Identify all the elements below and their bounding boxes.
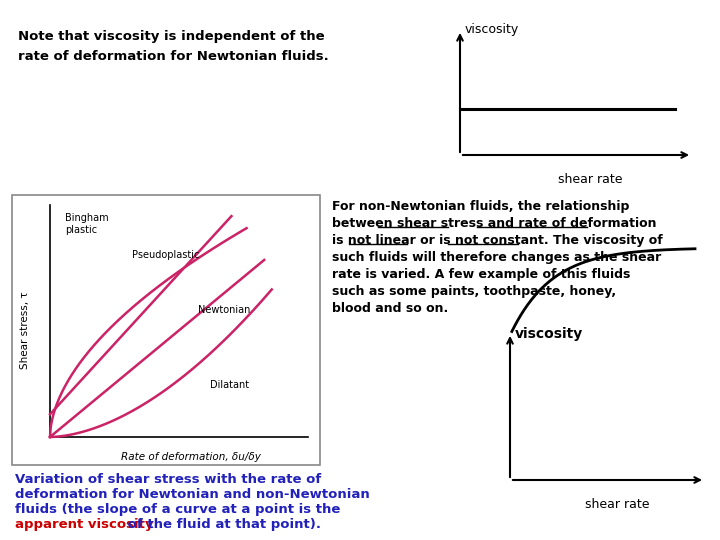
Text: Shear stress, τ: Shear stress, τ [20, 291, 30, 369]
Text: Note that viscosity is independent of the: Note that viscosity is independent of th… [18, 30, 325, 43]
Text: plastic: plastic [65, 225, 97, 235]
Text: Rate of deformation, δu/δy: Rate of deformation, δu/δy [121, 452, 261, 462]
Text: viscosity: viscosity [515, 327, 583, 341]
Text: rate is varied. A few example of this fluids: rate is varied. A few example of this fl… [332, 268, 631, 281]
Text: between shear stress and rate of deformation: between shear stress and rate of deforma… [332, 217, 657, 230]
Text: deformation for Newtonian and non-Newtonian: deformation for Newtonian and non-Newton… [15, 488, 370, 501]
Bar [12, 195, 320, 465]
Text: shear rate: shear rate [558, 173, 622, 186]
Text: Bingham: Bingham [65, 213, 109, 223]
Text: rate of deformation for Newtonian fluids.: rate of deformation for Newtonian fluids… [18, 50, 329, 63]
Text: shear rate: shear rate [585, 498, 649, 511]
Text: such fluids will therefore changes as the shear: such fluids will therefore changes as th… [332, 251, 661, 264]
Text: Variation of shear stress with the rate of: Variation of shear stress with the rate … [15, 473, 321, 486]
Text: such as some paints, toothpaste, honey,: such as some paints, toothpaste, honey, [332, 285, 616, 298]
Text: viscosity: viscosity [465, 23, 519, 36]
Text: Newtonian: Newtonian [198, 305, 251, 315]
Text: Pseudoplastic: Pseudoplastic [132, 250, 199, 260]
Text: blood and so on.: blood and so on. [332, 302, 449, 315]
Text: of the fluid at that point).: of the fluid at that point). [123, 518, 321, 531]
Text: apparent viscosity: apparent viscosity [15, 518, 153, 531]
Text: fluids (the slope of a curve at a point is the: fluids (the slope of a curve at a point … [15, 503, 341, 516]
Text: For non-Newtonian fluids, the relationship: For non-Newtonian fluids, the relationsh… [332, 200, 629, 213]
Text: Dilatant: Dilatant [210, 380, 249, 390]
Text: is not linear or is not constant. The viscosity of: is not linear or is not constant. The vi… [332, 234, 662, 247]
